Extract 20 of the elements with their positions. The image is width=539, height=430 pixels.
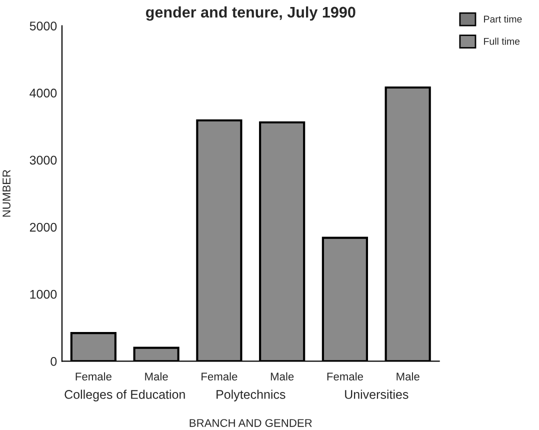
x-tick-label: Female <box>76 372 112 380</box>
x-tick-label: Male <box>270 372 294 380</box>
legend-label: Part time <box>484 15 522 23</box>
x-tick-label: Female <box>327 372 363 380</box>
y-tick-label: 3000 <box>30 156 57 165</box>
text: Polytechnics <box>216 390 286 402</box>
legend-label: Full time <box>484 38 520 45</box>
x-axis-title: BRANCH AND GENDER <box>190 419 312 427</box>
y-tick-label: 1000 <box>30 290 57 299</box>
x-tick-label: Male <box>396 372 420 380</box>
text: Universities <box>345 390 408 399</box>
x-tick-label: Male <box>145 372 168 380</box>
text: Colleges of Education <box>64 390 185 402</box>
y-axis-title: NUMBER <box>2 170 10 217</box>
y-tick-label: 5000 <box>30 22 57 30</box>
chart-title: gender and tenure, July 1990 <box>146 6 356 21</box>
y-tick-label: 4000 <box>30 88 57 98</box>
y-tick-label: 2000 <box>30 222 57 232</box>
x-tick-label: Female <box>202 372 238 380</box>
y-tick-label: 0 <box>50 357 57 366</box>
